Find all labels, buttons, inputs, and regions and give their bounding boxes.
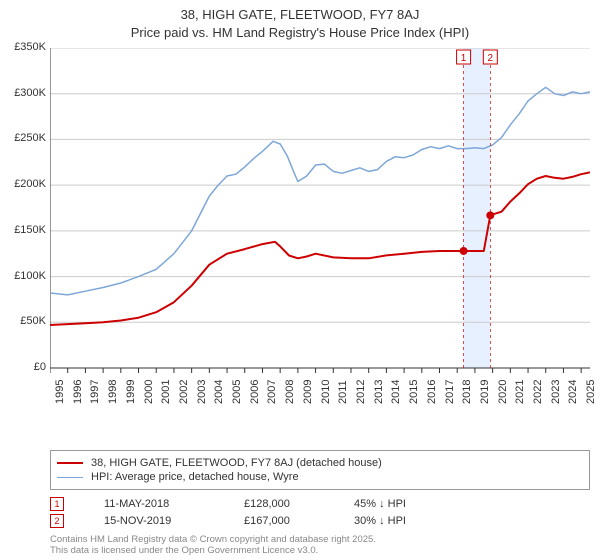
title-line-1: 38, HIGH GATE, FLEETWOOD, FY7 8AJ: [0, 6, 600, 24]
x-tick-label: 2009: [302, 380, 314, 404]
sale-price: £167,000: [244, 515, 354, 527]
x-tick-label: 2002: [178, 380, 190, 404]
attribution: Contains HM Land Registry data © Crown c…: [50, 534, 590, 557]
y-tick-label: £150K: [2, 224, 46, 236]
x-tick-label: 2010: [320, 380, 332, 404]
chart-svg: 12: [50, 48, 590, 408]
x-tick-label: 2001: [160, 380, 172, 404]
x-tick-label: 2018: [461, 380, 473, 404]
sale-date: 11-MAY-2018: [104, 498, 244, 510]
sales-row: 2 15-NOV-2019 £167,000 30% ↓ HPI: [50, 514, 590, 528]
svg-text:1: 1: [461, 53, 467, 64]
legend-label: 38, HIGH GATE, FLEETWOOD, FY7 8AJ (detac…: [91, 457, 382, 469]
x-tick-label: 2025: [585, 380, 597, 404]
x-tick-label: 2012: [355, 380, 367, 404]
x-tick-label: 2020: [497, 380, 509, 404]
legend-item-hpi: HPI: Average price, detached house, Wyre: [57, 471, 583, 483]
chart-area: 12: [50, 48, 590, 408]
y-tick-label: £300K: [2, 87, 46, 99]
marker-box-icon: 1: [50, 497, 64, 511]
y-tick-label: £350K: [2, 41, 46, 53]
legend-label: HPI: Average price, detached house, Wyre: [91, 471, 299, 483]
x-tick-label: 2016: [426, 380, 438, 404]
legend: 38, HIGH GATE, FLEETWOOD, FY7 8AJ (detac…: [50, 450, 590, 490]
x-tick-label: 2005: [231, 380, 243, 404]
x-tick-label: 1997: [89, 380, 101, 404]
x-tick-label: 2000: [143, 380, 155, 404]
x-tick-label: 2004: [213, 380, 225, 404]
x-tick-label: 1998: [107, 380, 119, 404]
attribution-line-1: Contains HM Land Registry data © Crown c…: [50, 534, 590, 545]
x-tick-label: 1999: [125, 380, 137, 404]
svg-text:2: 2: [488, 53, 494, 64]
sale-delta: 30% ↓ HPI: [354, 515, 406, 527]
x-tick-label: 1995: [54, 380, 66, 404]
marker-box-icon: 2: [50, 514, 64, 528]
y-tick-label: £200K: [2, 178, 46, 190]
x-tick-label: 2023: [550, 380, 562, 404]
y-tick-label: £250K: [2, 132, 46, 144]
sales-table: 1 11-MAY-2018 £128,000 45% ↓ HPI 2 15-NO…: [50, 494, 590, 531]
sales-row: 1 11-MAY-2018 £128,000 45% ↓ HPI: [50, 497, 590, 511]
y-tick-label: £0: [2, 361, 46, 373]
x-tick-label: 2022: [532, 380, 544, 404]
x-tick-label: 2014: [390, 380, 402, 404]
x-tick-label: 2008: [284, 380, 296, 404]
legend-swatch: [57, 462, 83, 464]
sale-date: 15-NOV-2019: [104, 515, 244, 527]
y-tick-label: £100K: [2, 270, 46, 282]
legend-swatch: [57, 477, 83, 478]
x-tick-label: 2017: [444, 380, 456, 404]
x-tick-label: 2019: [479, 380, 491, 404]
x-tick-label: 2007: [266, 380, 278, 404]
x-tick-label: 2011: [337, 380, 349, 404]
x-tick-label: 2013: [373, 380, 385, 404]
x-tick-label: 2003: [196, 380, 208, 404]
attribution-line-2: This data is licensed under the Open Gov…: [50, 545, 590, 556]
sale-delta: 45% ↓ HPI: [354, 498, 406, 510]
chart-title: 38, HIGH GATE, FLEETWOOD, FY7 8AJ Price …: [0, 0, 600, 41]
x-tick-label: 2021: [514, 380, 526, 404]
title-line-2: Price paid vs. HM Land Registry's House …: [0, 24, 600, 42]
y-tick-label: £50K: [2, 315, 46, 327]
x-tick-label: 2006: [249, 380, 261, 404]
x-tick-label: 2015: [408, 380, 420, 404]
x-tick-label: 2024: [567, 380, 579, 404]
legend-item-price-paid: 38, HIGH GATE, FLEETWOOD, FY7 8AJ (detac…: [57, 457, 583, 469]
sale-price: £128,000: [244, 498, 354, 510]
x-tick-label: 1996: [72, 380, 84, 404]
